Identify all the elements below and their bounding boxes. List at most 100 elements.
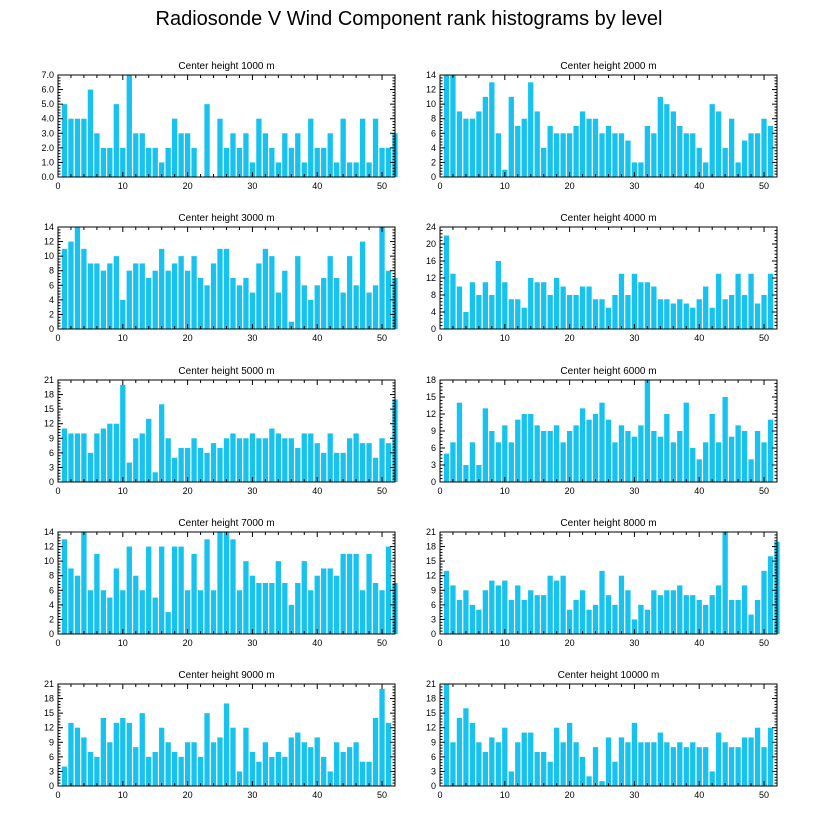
- histogram-panel: Center height 5000 m 0 10 20 30 40 50 0 3 6 9 12 15 1…: [44, 366, 398, 496]
- histogram-bar: [152, 270, 158, 329]
- histogram-bar: [683, 747, 689, 786]
- histogram-bar: [754, 727, 761, 786]
- histogram-bar: [482, 752, 489, 786]
- histogram-bar: [767, 419, 774, 482]
- histogram-bar: [295, 732, 301, 786]
- histogram-bar: [735, 747, 741, 786]
- histogram-bar: [696, 747, 702, 786]
- y-tick-label: 15: [44, 708, 54, 718]
- panel-title: Center height 1000 m: [178, 61, 274, 72]
- histogram-bar: [677, 299, 683, 329]
- x-tick-label: 0: [437, 333, 442, 343]
- y-tick-label: 9: [431, 426, 436, 436]
- y-tick-label: 6: [431, 752, 436, 762]
- histogram-bar: [547, 431, 553, 482]
- histogram-bar: [133, 263, 139, 329]
- histogram-bar: [625, 742, 631, 786]
- histogram-bar: [308, 590, 314, 634]
- histogram-bar: [456, 600, 463, 634]
- histogram-bar: [204, 285, 210, 329]
- histogram-bar: [566, 295, 573, 329]
- y-tick-label: 12: [44, 419, 54, 429]
- histogram-bar: [146, 418, 152, 482]
- histogram-bar: [592, 414, 599, 482]
- y-tick-label: 4.0: [41, 114, 54, 124]
- histogram-bar: [651, 133, 657, 177]
- histogram-bar: [735, 425, 741, 482]
- histogram-bar: [282, 438, 288, 482]
- x-tick-label: 30: [247, 638, 257, 648]
- histogram-bar: [612, 604, 618, 634]
- histogram-bar: [735, 600, 741, 634]
- x-tick-label: 30: [629, 638, 639, 648]
- x-tick-label: 20: [565, 790, 575, 800]
- histogram-bar: [372, 457, 379, 482]
- y-tick-label: 12: [426, 723, 436, 733]
- x-tick-label: 10: [500, 181, 510, 191]
- histogram-bar: [301, 742, 307, 786]
- histogram-bar: [94, 553, 100, 634]
- histogram-bar: [508, 771, 514, 786]
- histogram-bar: [528, 732, 534, 786]
- histogram-bar: [761, 570, 767, 634]
- histogram-bar: [728, 436, 735, 482]
- x-tick-label: 40: [312, 333, 322, 343]
- y-tick-label: 6: [49, 752, 54, 762]
- x-tick-label: 50: [377, 638, 387, 648]
- histogram-bar: [502, 727, 508, 786]
- histogram-bar: [528, 278, 534, 329]
- y-tick-label: 0: [431, 324, 436, 334]
- y-tick-label: 8: [431, 290, 436, 300]
- x-tick-label: 0: [55, 486, 60, 496]
- histogram-bar: [301, 162, 307, 177]
- histogram-bar: [508, 299, 514, 329]
- histogram-bar: [204, 452, 210, 482]
- histogram-bar: [210, 263, 217, 329]
- y-tick-label: 2: [431, 157, 436, 167]
- histogram-bar: [670, 442, 676, 482]
- histogram-bar: [482, 590, 489, 634]
- histogram-bar: [178, 133, 184, 177]
- histogram-bar: [476, 465, 482, 482]
- histogram-bar: [100, 270, 107, 329]
- histogram-bar: [456, 286, 463, 329]
- x-tick-label: 30: [629, 790, 639, 800]
- histogram-panel: Center height 10000 m 0 10 20 30 40 50 0 3 6 9 12 15…: [426, 670, 778, 800]
- x-tick-label: 0: [437, 486, 442, 496]
- histogram-bar: [197, 278, 204, 329]
- histogram-bar: [243, 727, 249, 786]
- x-tick-label: 50: [759, 790, 769, 800]
- histogram-bar: [120, 299, 126, 329]
- histogram-bar: [282, 270, 288, 329]
- y-tick-label: 6: [49, 280, 54, 290]
- histogram-bar: [709, 307, 715, 329]
- y-tick-label: 4: [49, 295, 54, 305]
- histogram-bar: [677, 742, 683, 786]
- histogram-bar: [521, 307, 527, 329]
- histogram-bar: [94, 756, 100, 786]
- histogram-bar: [379, 147, 385, 177]
- histogram-bar: [262, 742, 269, 786]
- histogram-bar: [463, 312, 469, 329]
- histogram-bar: [74, 227, 81, 329]
- histogram-bar: [566, 722, 573, 786]
- histogram-bar: [68, 722, 74, 786]
- histogram-bar: [217, 448, 223, 482]
- histogram-bar: [767, 126, 774, 177]
- histogram-bar: [204, 713, 210, 786]
- y-tick-label: 0: [431, 781, 436, 791]
- histogram-bar: [126, 270, 132, 329]
- histogram-bar: [133, 438, 139, 482]
- histogram-bar: [68, 568, 74, 634]
- histogram-bar: [690, 133, 696, 177]
- y-tick-label: 0: [431, 629, 436, 639]
- histogram-bar: [696, 600, 702, 634]
- histogram-bar: [223, 147, 230, 177]
- histogram-bar: [521, 732, 527, 786]
- histogram-bar: [146, 278, 152, 329]
- histogram-bar: [334, 575, 340, 634]
- histogram-bar: [295, 133, 301, 177]
- histogram-bar: [709, 104, 715, 177]
- histogram-bar: [314, 737, 320, 786]
- x-tick-label: 50: [377, 181, 387, 191]
